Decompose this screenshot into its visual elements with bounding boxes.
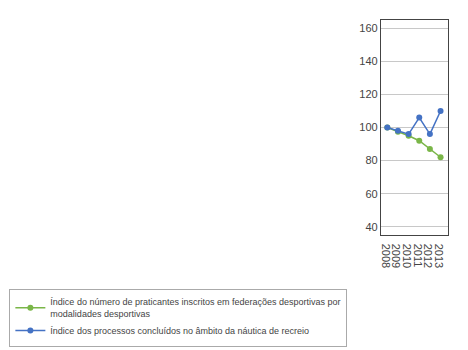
- svg-text:160: 160: [359, 22, 377, 34]
- svg-text:80: 80: [365, 154, 377, 166]
- svg-text:2008: 2008: [380, 244, 392, 268]
- svg-text:2012: 2012: [422, 244, 434, 268]
- svg-text:2010: 2010: [401, 244, 413, 268]
- svg-text:60: 60: [365, 188, 377, 200]
- svg-text:Índice do número de praticante: Índice do número de praticantes inscrito…: [50, 297, 340, 319]
- svg-text:2013: 2013: [433, 244, 445, 268]
- svg-text:2009: 2009: [390, 244, 402, 268]
- svg-text:40: 40: [365, 221, 377, 233]
- svg-text:2011: 2011: [412, 244, 424, 268]
- svg-text:100: 100: [359, 121, 377, 133]
- svg-text:Índice dos processos concluído: Índice dos processos concluídos no âmbit…: [50, 326, 309, 336]
- svg-text:140: 140: [359, 55, 377, 67]
- svg-text:120: 120: [359, 88, 377, 100]
